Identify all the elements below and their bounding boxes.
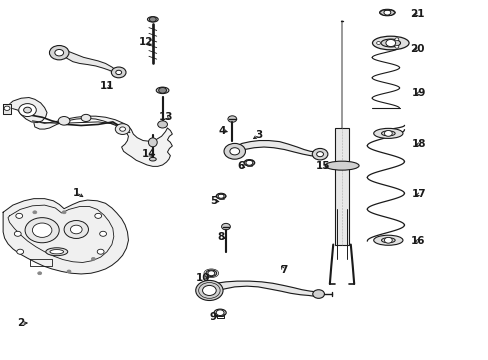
- Circle shape: [115, 124, 130, 134]
- Text: 5: 5: [210, 196, 218, 206]
- Text: 20: 20: [409, 44, 424, 54]
- Text: 3: 3: [255, 130, 262, 140]
- Circle shape: [91, 257, 95, 260]
- Text: 7: 7: [279, 265, 286, 275]
- Ellipse shape: [205, 270, 216, 276]
- Text: 1: 1: [73, 188, 80, 198]
- Circle shape: [81, 114, 91, 122]
- Text: 18: 18: [411, 139, 426, 149]
- Circle shape: [394, 38, 398, 41]
- Ellipse shape: [381, 131, 394, 136]
- Circle shape: [316, 152, 323, 157]
- Circle shape: [394, 45, 398, 48]
- Circle shape: [16, 213, 22, 219]
- Circle shape: [19, 104, 36, 117]
- Circle shape: [49, 45, 69, 60]
- Circle shape: [202, 285, 216, 296]
- Circle shape: [62, 211, 66, 214]
- Circle shape: [116, 70, 122, 75]
- Circle shape: [95, 213, 102, 219]
- Circle shape: [17, 249, 23, 254]
- Polygon shape: [3, 104, 11, 114]
- Circle shape: [384, 237, 391, 243]
- Circle shape: [245, 160, 252, 165]
- Circle shape: [158, 121, 167, 128]
- Circle shape: [111, 67, 126, 78]
- Text: 19: 19: [411, 88, 426, 98]
- Circle shape: [64, 221, 88, 238]
- Circle shape: [120, 127, 125, 131]
- Text: 13: 13: [159, 112, 173, 122]
- Text: 4: 4: [219, 126, 226, 135]
- Circle shape: [224, 143, 245, 159]
- Ellipse shape: [149, 157, 156, 161]
- Circle shape: [312, 290, 324, 298]
- Circle shape: [216, 310, 224, 316]
- Ellipse shape: [373, 129, 402, 138]
- Circle shape: [55, 49, 63, 56]
- Text: 9: 9: [209, 312, 216, 322]
- Polygon shape: [5, 98, 47, 123]
- Text: 6: 6: [237, 161, 244, 171]
- Text: 2: 2: [18, 319, 25, 328]
- Circle shape: [38, 272, 41, 275]
- Text: 10: 10: [195, 273, 210, 283]
- Text: 8: 8: [217, 232, 224, 242]
- Circle shape: [218, 194, 224, 198]
- Circle shape: [195, 280, 223, 301]
- Ellipse shape: [148, 138, 157, 147]
- Circle shape: [149, 17, 156, 22]
- Circle shape: [32, 223, 52, 237]
- Circle shape: [58, 117, 70, 125]
- Ellipse shape: [373, 235, 402, 245]
- Circle shape: [100, 231, 106, 236]
- Polygon shape: [3, 199, 128, 274]
- FancyBboxPatch shape: [334, 128, 348, 244]
- Circle shape: [384, 131, 391, 136]
- Circle shape: [33, 211, 37, 214]
- Circle shape: [385, 40, 395, 46]
- Circle shape: [158, 87, 166, 93]
- Text: 21: 21: [409, 9, 424, 19]
- Text: 17: 17: [411, 189, 426, 199]
- Text: 11: 11: [100, 81, 114, 91]
- Ellipse shape: [216, 193, 225, 199]
- Ellipse shape: [50, 249, 63, 254]
- Circle shape: [14, 231, 21, 236]
- Ellipse shape: [156, 87, 168, 94]
- Circle shape: [207, 271, 214, 276]
- Text: 12: 12: [139, 37, 153, 47]
- Circle shape: [383, 10, 390, 15]
- Ellipse shape: [147, 17, 158, 22]
- Ellipse shape: [325, 161, 358, 170]
- Circle shape: [25, 218, 59, 243]
- Text: 14: 14: [142, 149, 157, 159]
- Polygon shape: [233, 140, 317, 157]
- Circle shape: [221, 224, 230, 230]
- Text: 15: 15: [316, 161, 330, 171]
- Circle shape: [23, 107, 31, 113]
- Ellipse shape: [380, 39, 400, 47]
- Polygon shape: [209, 281, 316, 297]
- Ellipse shape: [46, 248, 68, 256]
- Polygon shape: [63, 50, 117, 74]
- Circle shape: [376, 41, 380, 44]
- Circle shape: [4, 106, 10, 111]
- Circle shape: [70, 225, 82, 234]
- Circle shape: [67, 270, 71, 273]
- Circle shape: [97, 249, 104, 254]
- Polygon shape: [5, 105, 172, 166]
- Ellipse shape: [381, 238, 394, 243]
- Circle shape: [227, 116, 236, 122]
- Ellipse shape: [214, 309, 226, 316]
- Circle shape: [229, 148, 239, 155]
- Text: 16: 16: [409, 236, 424, 246]
- Ellipse shape: [244, 159, 254, 166]
- Ellipse shape: [379, 9, 394, 16]
- Circle shape: [312, 148, 327, 160]
- Ellipse shape: [372, 36, 408, 50]
